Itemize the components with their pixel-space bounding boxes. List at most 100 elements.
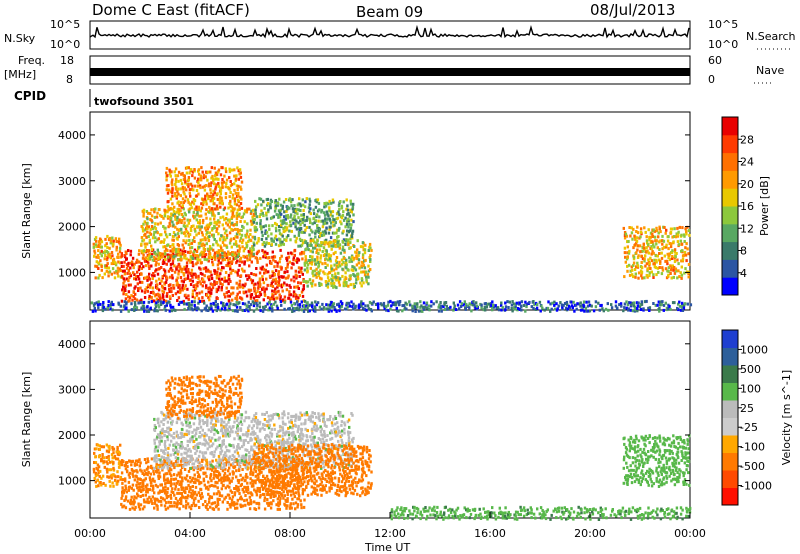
range-cell bbox=[235, 194, 239, 198]
range-cell bbox=[164, 463, 167, 467]
range-cell bbox=[232, 242, 236, 246]
range-cell bbox=[197, 301, 200, 305]
range-cell bbox=[170, 274, 174, 278]
range-cell bbox=[658, 309, 661, 313]
range-cell bbox=[191, 438, 194, 442]
range-cell bbox=[618, 303, 621, 307]
range-cell bbox=[352, 202, 355, 206]
range-cell bbox=[103, 465, 106, 469]
range-cell bbox=[168, 432, 171, 436]
range-cell bbox=[197, 479, 200, 483]
range-cell bbox=[670, 276, 673, 280]
range-cell bbox=[176, 459, 180, 463]
range-cell bbox=[206, 419, 209, 423]
range-cell bbox=[169, 275, 172, 279]
range-cell bbox=[349, 199, 352, 203]
range-cell bbox=[158, 252, 162, 255]
range-cell bbox=[215, 287, 218, 291]
range-cell bbox=[325, 221, 329, 225]
range-cell bbox=[149, 218, 152, 221]
range-cell bbox=[267, 308, 270, 312]
range-cell bbox=[94, 474, 98, 478]
colorbar-tick-label: 20 bbox=[740, 178, 754, 191]
range-cell bbox=[308, 199, 312, 203]
range-cell bbox=[212, 476, 215, 480]
range-cell bbox=[230, 286, 233, 290]
range-cell bbox=[238, 204, 241, 208]
range-cell bbox=[135, 463, 139, 467]
range-cell bbox=[237, 467, 241, 471]
range-cell bbox=[435, 300, 438, 304]
range-cell bbox=[190, 246, 194, 250]
range-cell bbox=[256, 303, 259, 307]
range-cell bbox=[258, 277, 262, 281]
range-cell bbox=[220, 423, 223, 427]
range-cell bbox=[624, 232, 628, 236]
range-cell bbox=[299, 204, 302, 208]
range-cell bbox=[260, 287, 264, 291]
range-cell bbox=[267, 270, 270, 274]
range-cell bbox=[245, 244, 249, 248]
range-cell bbox=[224, 185, 227, 189]
range-cell bbox=[105, 449, 109, 453]
range-cell bbox=[204, 194, 207, 198]
range-cell bbox=[365, 275, 368, 279]
range-cell bbox=[347, 225, 350, 229]
range-cell bbox=[148, 267, 151, 270]
colorbar-swatch bbox=[722, 259, 738, 278]
range-cell bbox=[172, 243, 175, 247]
range-cell bbox=[150, 253, 154, 257]
range-cell bbox=[191, 279, 194, 283]
range-cell bbox=[174, 180, 178, 184]
range-cell bbox=[195, 292, 198, 296]
range-cell bbox=[207, 487, 210, 491]
range-cell bbox=[208, 252, 212, 255]
range-cell bbox=[168, 295, 171, 299]
range-cell bbox=[203, 421, 207, 424]
range-cell bbox=[323, 252, 327, 256]
range-cell bbox=[650, 270, 653, 274]
range-cell bbox=[169, 249, 172, 253]
range-cell bbox=[190, 206, 193, 210]
range-cell bbox=[172, 223, 175, 227]
range-cell bbox=[273, 272, 276, 276]
range-cell bbox=[306, 306, 309, 310]
range-cell bbox=[153, 491, 156, 495]
range-cell bbox=[211, 465, 215, 469]
range-cell bbox=[315, 303, 318, 307]
range-cell bbox=[677, 269, 680, 273]
range-cell bbox=[232, 465, 235, 469]
range-cell bbox=[685, 259, 688, 263]
range-cell bbox=[181, 283, 184, 287]
range-cell bbox=[194, 496, 197, 500]
range-cell bbox=[525, 305, 528, 309]
range-cell bbox=[239, 202, 243, 205]
range-cell bbox=[182, 504, 185, 508]
range-cell bbox=[190, 300, 194, 304]
range-cell bbox=[180, 471, 183, 475]
range-cell bbox=[279, 295, 282, 299]
range-cell bbox=[301, 492, 304, 496]
range-cell bbox=[344, 225, 347, 229]
range-cell bbox=[144, 232, 147, 236]
range-cell bbox=[179, 248, 182, 252]
range-cell bbox=[197, 241, 201, 245]
range-cell bbox=[314, 205, 318, 209]
range-cell bbox=[169, 197, 173, 201]
range-cell bbox=[304, 240, 308, 244]
range-cell bbox=[145, 471, 148, 475]
range-cell bbox=[277, 244, 281, 248]
range-cell bbox=[209, 294, 212, 298]
range-cell bbox=[532, 300, 535, 303]
range-cell bbox=[159, 499, 163, 503]
range-cell bbox=[133, 469, 136, 473]
range-cell bbox=[168, 221, 171, 225]
range-cell bbox=[192, 210, 195, 214]
range-cell bbox=[348, 222, 351, 226]
range-cell bbox=[283, 210, 286, 214]
range-cell bbox=[162, 300, 165, 304]
range-cell bbox=[98, 454, 101, 457]
range-cell bbox=[229, 280, 232, 283]
range-cell bbox=[193, 416, 197, 420]
range-cell bbox=[238, 290, 241, 294]
